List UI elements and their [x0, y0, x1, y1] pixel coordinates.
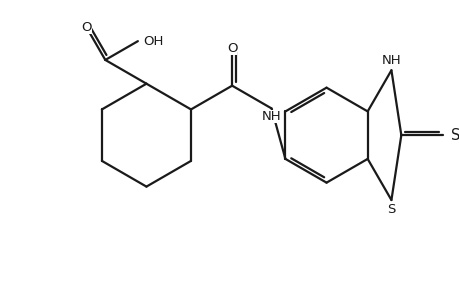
Text: S: S [450, 128, 459, 143]
Text: OH: OH [142, 35, 163, 48]
Text: NH: NH [381, 54, 400, 67]
Text: NH: NH [261, 110, 281, 123]
Text: O: O [226, 42, 237, 55]
Text: S: S [386, 203, 395, 216]
Text: O: O [81, 21, 91, 34]
